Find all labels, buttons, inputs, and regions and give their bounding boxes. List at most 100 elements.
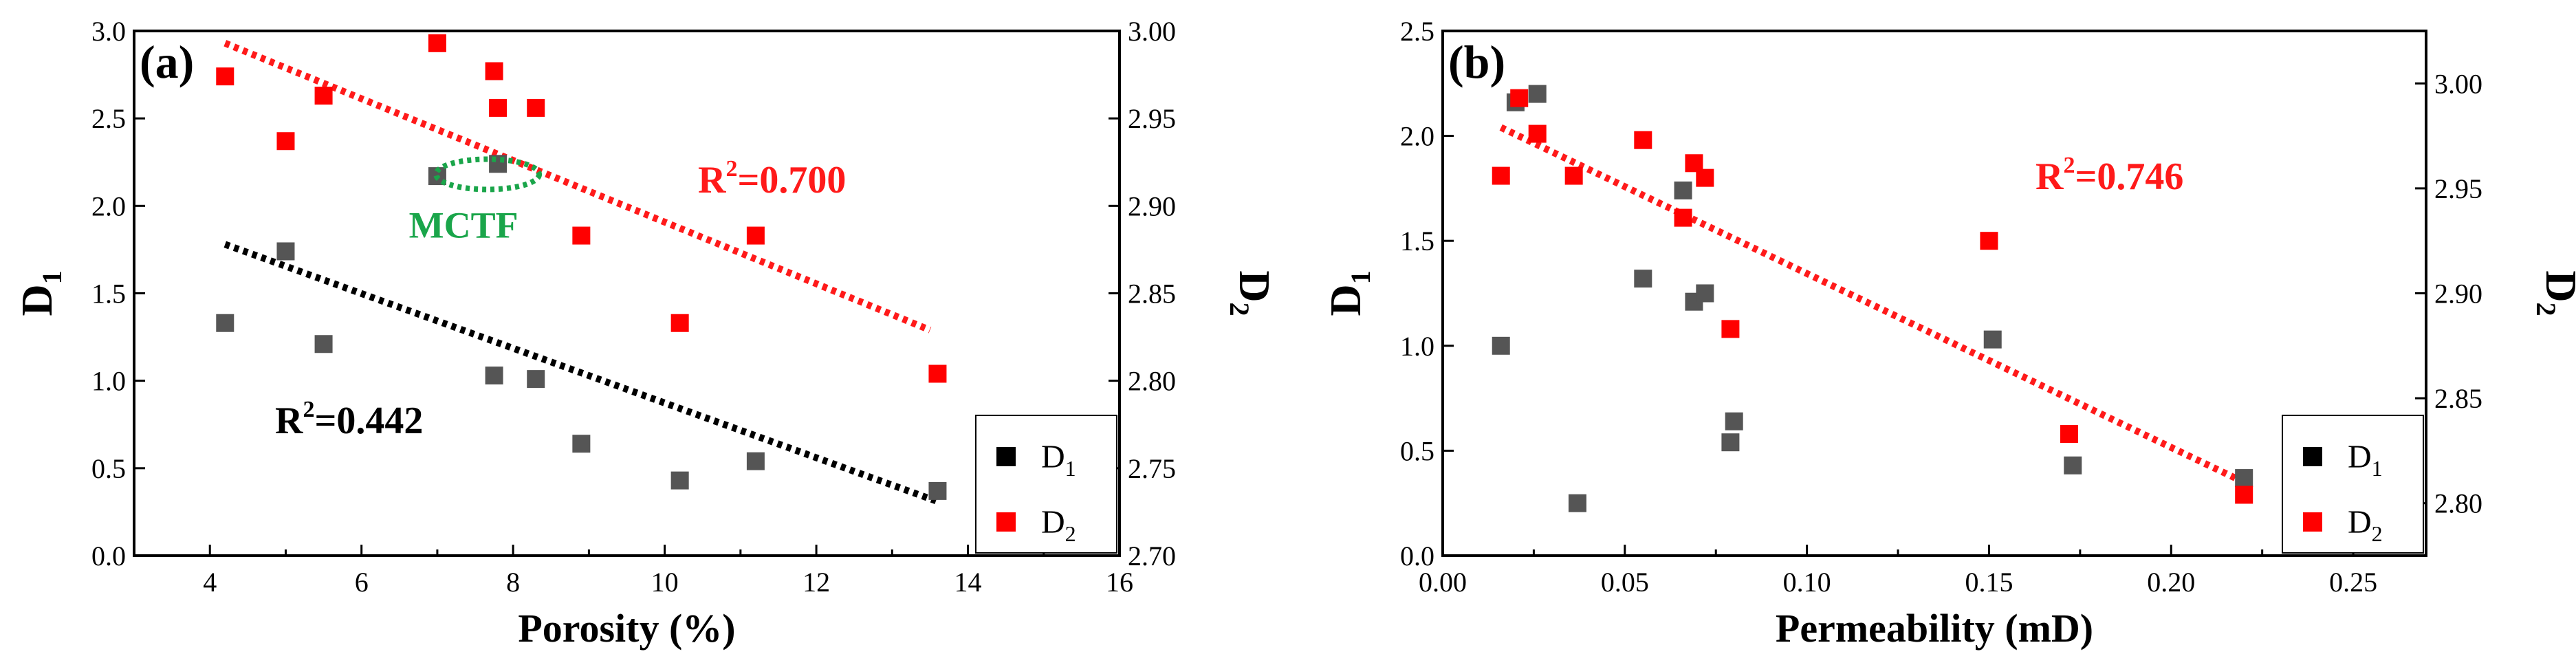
legend-item-d2-label: D2 <box>1041 504 1076 546</box>
legend-item-d1-marker <box>996 447 1016 466</box>
r2-label-d1: R2=0.442 <box>275 397 423 442</box>
data-point-d2 <box>572 226 591 245</box>
data-point-d1 <box>1696 284 1714 303</box>
data-point-d2 <box>428 34 446 52</box>
r2-label-d2: R2=0.700 <box>698 156 846 201</box>
y-right-tick-label: 2.80 <box>2434 488 2482 519</box>
data-point-d1 <box>572 435 591 453</box>
legend-item-d1-label: D1 <box>2348 439 2383 481</box>
y-right-tick-label: 3.00 <box>2434 68 2482 99</box>
y-left-tick-label: 3.0 <box>91 16 126 47</box>
y-right-tick-label: 2.90 <box>2434 279 2482 309</box>
y-right-tick-label: 2.70 <box>1128 541 1176 571</box>
y-right-tick-label: 2.95 <box>1128 103 1176 134</box>
x-tick-label: 0.00 <box>1419 567 1467 598</box>
x-tick-label: 14 <box>954 567 982 598</box>
y-left-tick-label: 1.5 <box>1400 226 1434 257</box>
y-left-tick-label: 2.5 <box>91 103 126 134</box>
data-point-d1 <box>746 452 765 470</box>
y-left-tick-label: 1.0 <box>1400 331 1434 362</box>
data-point-d1 <box>314 335 333 353</box>
x-tick-label: 0.05 <box>1601 567 1649 598</box>
panel-a: 4 6 8 10 12 14 16 0.0 0.5 1.0 1.5 2.0 2.5 3.0 2.70 2.75… <box>12 16 1279 651</box>
y-right-tick-label: 2.75 <box>1128 453 1176 484</box>
x-tick-label: 8 <box>506 567 520 598</box>
data-point-d2 <box>485 62 503 80</box>
fit-line-d2 <box>223 40 932 334</box>
x-axis-title: Porosity (%) <box>518 606 735 651</box>
fit-line-d2 <box>1499 124 2246 486</box>
data-point-d2 <box>670 314 689 332</box>
data-point-d1 <box>2235 469 2253 488</box>
y-right-tick-label: 2.80 <box>1128 366 1176 397</box>
data-point-d2 <box>1528 124 1547 143</box>
data-point-d1 <box>1492 336 1510 355</box>
y-right-tick-label: 2.90 <box>1128 190 1176 221</box>
fit-line-d1 <box>223 241 939 505</box>
data-point-d2 <box>1510 89 1529 107</box>
data-point-d2 <box>1674 208 1692 227</box>
panel-b: 0.00 0.05 0.10 0.15 0.20 0.25 0.0 0.5 1.0 1.5 2.0 2… <box>1321 16 2576 651</box>
data-point-d2 <box>1980 232 1998 250</box>
x-tick-label: 10 <box>651 567 679 598</box>
legend: D1 D2 <box>975 415 1117 554</box>
y-left-tick-label: 2.0 <box>91 190 126 221</box>
data-point-d2 <box>489 98 507 117</box>
y-left-tick-label: 0.5 <box>1400 435 1434 466</box>
x-tick-label: 6 <box>355 567 369 598</box>
panel-label: (a) <box>140 36 194 88</box>
data-point-d1 <box>928 481 947 500</box>
y-left-tick-label: 1.0 <box>91 366 126 397</box>
x-tick-label: 0.10 <box>1783 567 1831 598</box>
data-point-d2 <box>314 87 333 105</box>
data-point-d2 <box>2235 486 2253 504</box>
data-point-d2 <box>746 226 765 245</box>
x-tick-label: 12 <box>803 567 830 598</box>
y-right-tick-label: 2.85 <box>2434 383 2482 414</box>
y-right-tick-label: 2.85 <box>1128 279 1176 309</box>
y-left-tick-label: 0.5 <box>91 453 126 484</box>
data-point-d1 <box>1634 270 1652 288</box>
data-point-d1 <box>1725 412 1743 430</box>
data-point-d2 <box>928 364 947 383</box>
data-point-d2 <box>216 67 234 86</box>
x-tick-label: 0.20 <box>2147 567 2195 598</box>
data-point-d2 <box>1634 131 1652 149</box>
data-point-d2 <box>1721 320 1740 338</box>
data-point-d2 <box>527 98 545 117</box>
data-point-d1 <box>670 471 689 490</box>
y-right-tick-label: 2.95 <box>2434 173 2482 204</box>
panel-label: (b) <box>1448 36 1505 88</box>
data-point-d1 <box>276 242 295 261</box>
y-left-axis-title: D1 <box>12 270 67 316</box>
data-point-d2 <box>276 132 295 151</box>
y-left-axis-title: D1 <box>1321 270 1376 316</box>
legend-item-d1-label: D1 <box>1041 439 1076 481</box>
r2-label-d2: R2=0.746 <box>2035 153 2183 198</box>
legend: D1 D2 <box>2282 415 2424 554</box>
data-point-d2 <box>1492 166 1510 185</box>
y-left-tick-label: 0.0 <box>91 541 126 571</box>
data-point-d1 <box>2064 456 2082 475</box>
data-point-d1 <box>1568 494 1586 512</box>
y-left-tick-label: 0.0 <box>1400 541 1434 571</box>
x-axis-title: Permeability (mD) <box>1776 606 2093 651</box>
data-point-d1 <box>1721 433 1740 452</box>
x-tick-label: 16 <box>1106 567 1133 598</box>
data-point-d1 <box>485 367 503 385</box>
x-tick-label: 0.25 <box>2329 567 2377 598</box>
data-point-d1 <box>1528 85 1547 103</box>
data-point-d2 <box>1564 166 1583 185</box>
plot-frame <box>133 30 1121 557</box>
mctf-label: MCTF <box>409 204 519 246</box>
data-point-d1 <box>1983 330 2002 349</box>
data-point-d2 <box>2060 424 2078 443</box>
data-point-d1 <box>527 370 545 389</box>
data-point-d1 <box>1674 181 1692 199</box>
y-right-axis-title: D2 <box>2531 270 2576 316</box>
data-point-d2 <box>1696 168 1714 187</box>
plot-frame <box>1441 30 2427 557</box>
y-left-tick-label: 1.5 <box>91 279 126 309</box>
data-point-d1 <box>216 314 234 332</box>
